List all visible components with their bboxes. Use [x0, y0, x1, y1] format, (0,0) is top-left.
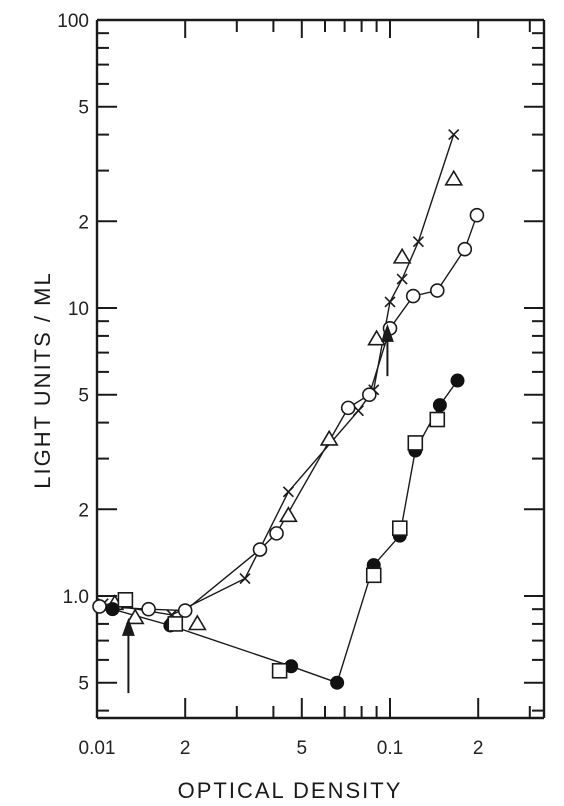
arrow-annotation — [121, 617, 135, 694]
y-tick-label: 2 — [78, 500, 89, 521]
open-circle-marker — [269, 526, 284, 541]
y-tick-label: 5 — [78, 386, 89, 407]
open-circle-marker — [92, 599, 107, 614]
series-line-circle-open — [99, 214, 478, 612]
square-marker — [365, 567, 382, 584]
y-tick-label: 5 — [78, 98, 89, 119]
open-circle-marker — [405, 288, 421, 304]
filled-circle-marker — [105, 602, 120, 617]
open-circle-marker — [457, 241, 473, 257]
y-tick-label: 100 — [57, 11, 89, 32]
x-tick-label: 2 — [473, 738, 484, 759]
filled-circle-marker — [450, 373, 465, 388]
triangle-marker — [367, 329, 386, 346]
square-marker — [429, 411, 446, 428]
triangle-marker — [187, 614, 207, 631]
x-marker — [396, 273, 408, 285]
x-marker-stroke — [282, 486, 294, 498]
axes: 100 5 2 10 5 2 1.0 5 0.01 2 5 0.1 2 — [57, 11, 546, 759]
x-marker-stroke — [396, 273, 408, 285]
open-circle-marker — [429, 283, 445, 298]
open-circle-marker — [141, 601, 156, 617]
open-circle-marker — [362, 387, 377, 402]
x-marker-stroke — [412, 236, 424, 248]
open-circle-marker — [469, 207, 485, 223]
x-marker — [239, 572, 251, 585]
arrow-head — [121, 617, 135, 636]
triangle-marker — [125, 608, 145, 625]
x-marker-stroke — [239, 572, 251, 585]
annotations — [121, 323, 394, 694]
filled-circle-marker — [432, 398, 447, 413]
x-tick-label: 5 — [297, 738, 308, 759]
y-tick-label: 1.0 — [63, 587, 89, 608]
x-marker-stroke — [352, 405, 364, 417]
square-marker — [117, 592, 134, 608]
square-marker — [271, 662, 288, 679]
x-marker-stroke — [448, 129, 460, 141]
x-marker-stroke — [384, 296, 396, 308]
x-tick-label: 2 — [180, 738, 191, 759]
x-marker — [384, 296, 396, 308]
arrow-annotation — [381, 323, 394, 377]
triangle-marker — [278, 506, 298, 523]
x-tick-label: 0.01 — [79, 738, 116, 759]
y-tick-label: 5 — [78, 674, 89, 695]
y-tick-label: 2 — [78, 212, 89, 233]
arrow-head — [381, 323, 394, 342]
data-marks — [92, 129, 485, 690]
triangle-marker — [392, 247, 412, 264]
open-circle-marker — [252, 542, 268, 557]
square-marker — [167, 616, 184, 632]
series-line-x — [103, 134, 455, 616]
x-axis-title: OPTICAL DENSITY — [178, 778, 403, 803]
y-axis-title: LIGHT UNITS / ML — [30, 271, 55, 488]
open-circle-marker — [340, 400, 356, 416]
filled-circle-marker — [330, 675, 345, 690]
x-marker — [282, 486, 294, 498]
series-lines — [99, 134, 478, 684]
triangle-marker — [444, 169, 464, 186]
triangle-marker — [319, 429, 339, 446]
square-marker — [407, 435, 424, 451]
x-marker — [448, 129, 460, 141]
open-circle-marker — [177, 603, 193, 618]
x-marker — [412, 236, 424, 248]
square-marker — [391, 520, 408, 536]
x-tick-label: 0.1 — [377, 738, 403, 759]
y-tick-label: 10 — [68, 299, 89, 320]
